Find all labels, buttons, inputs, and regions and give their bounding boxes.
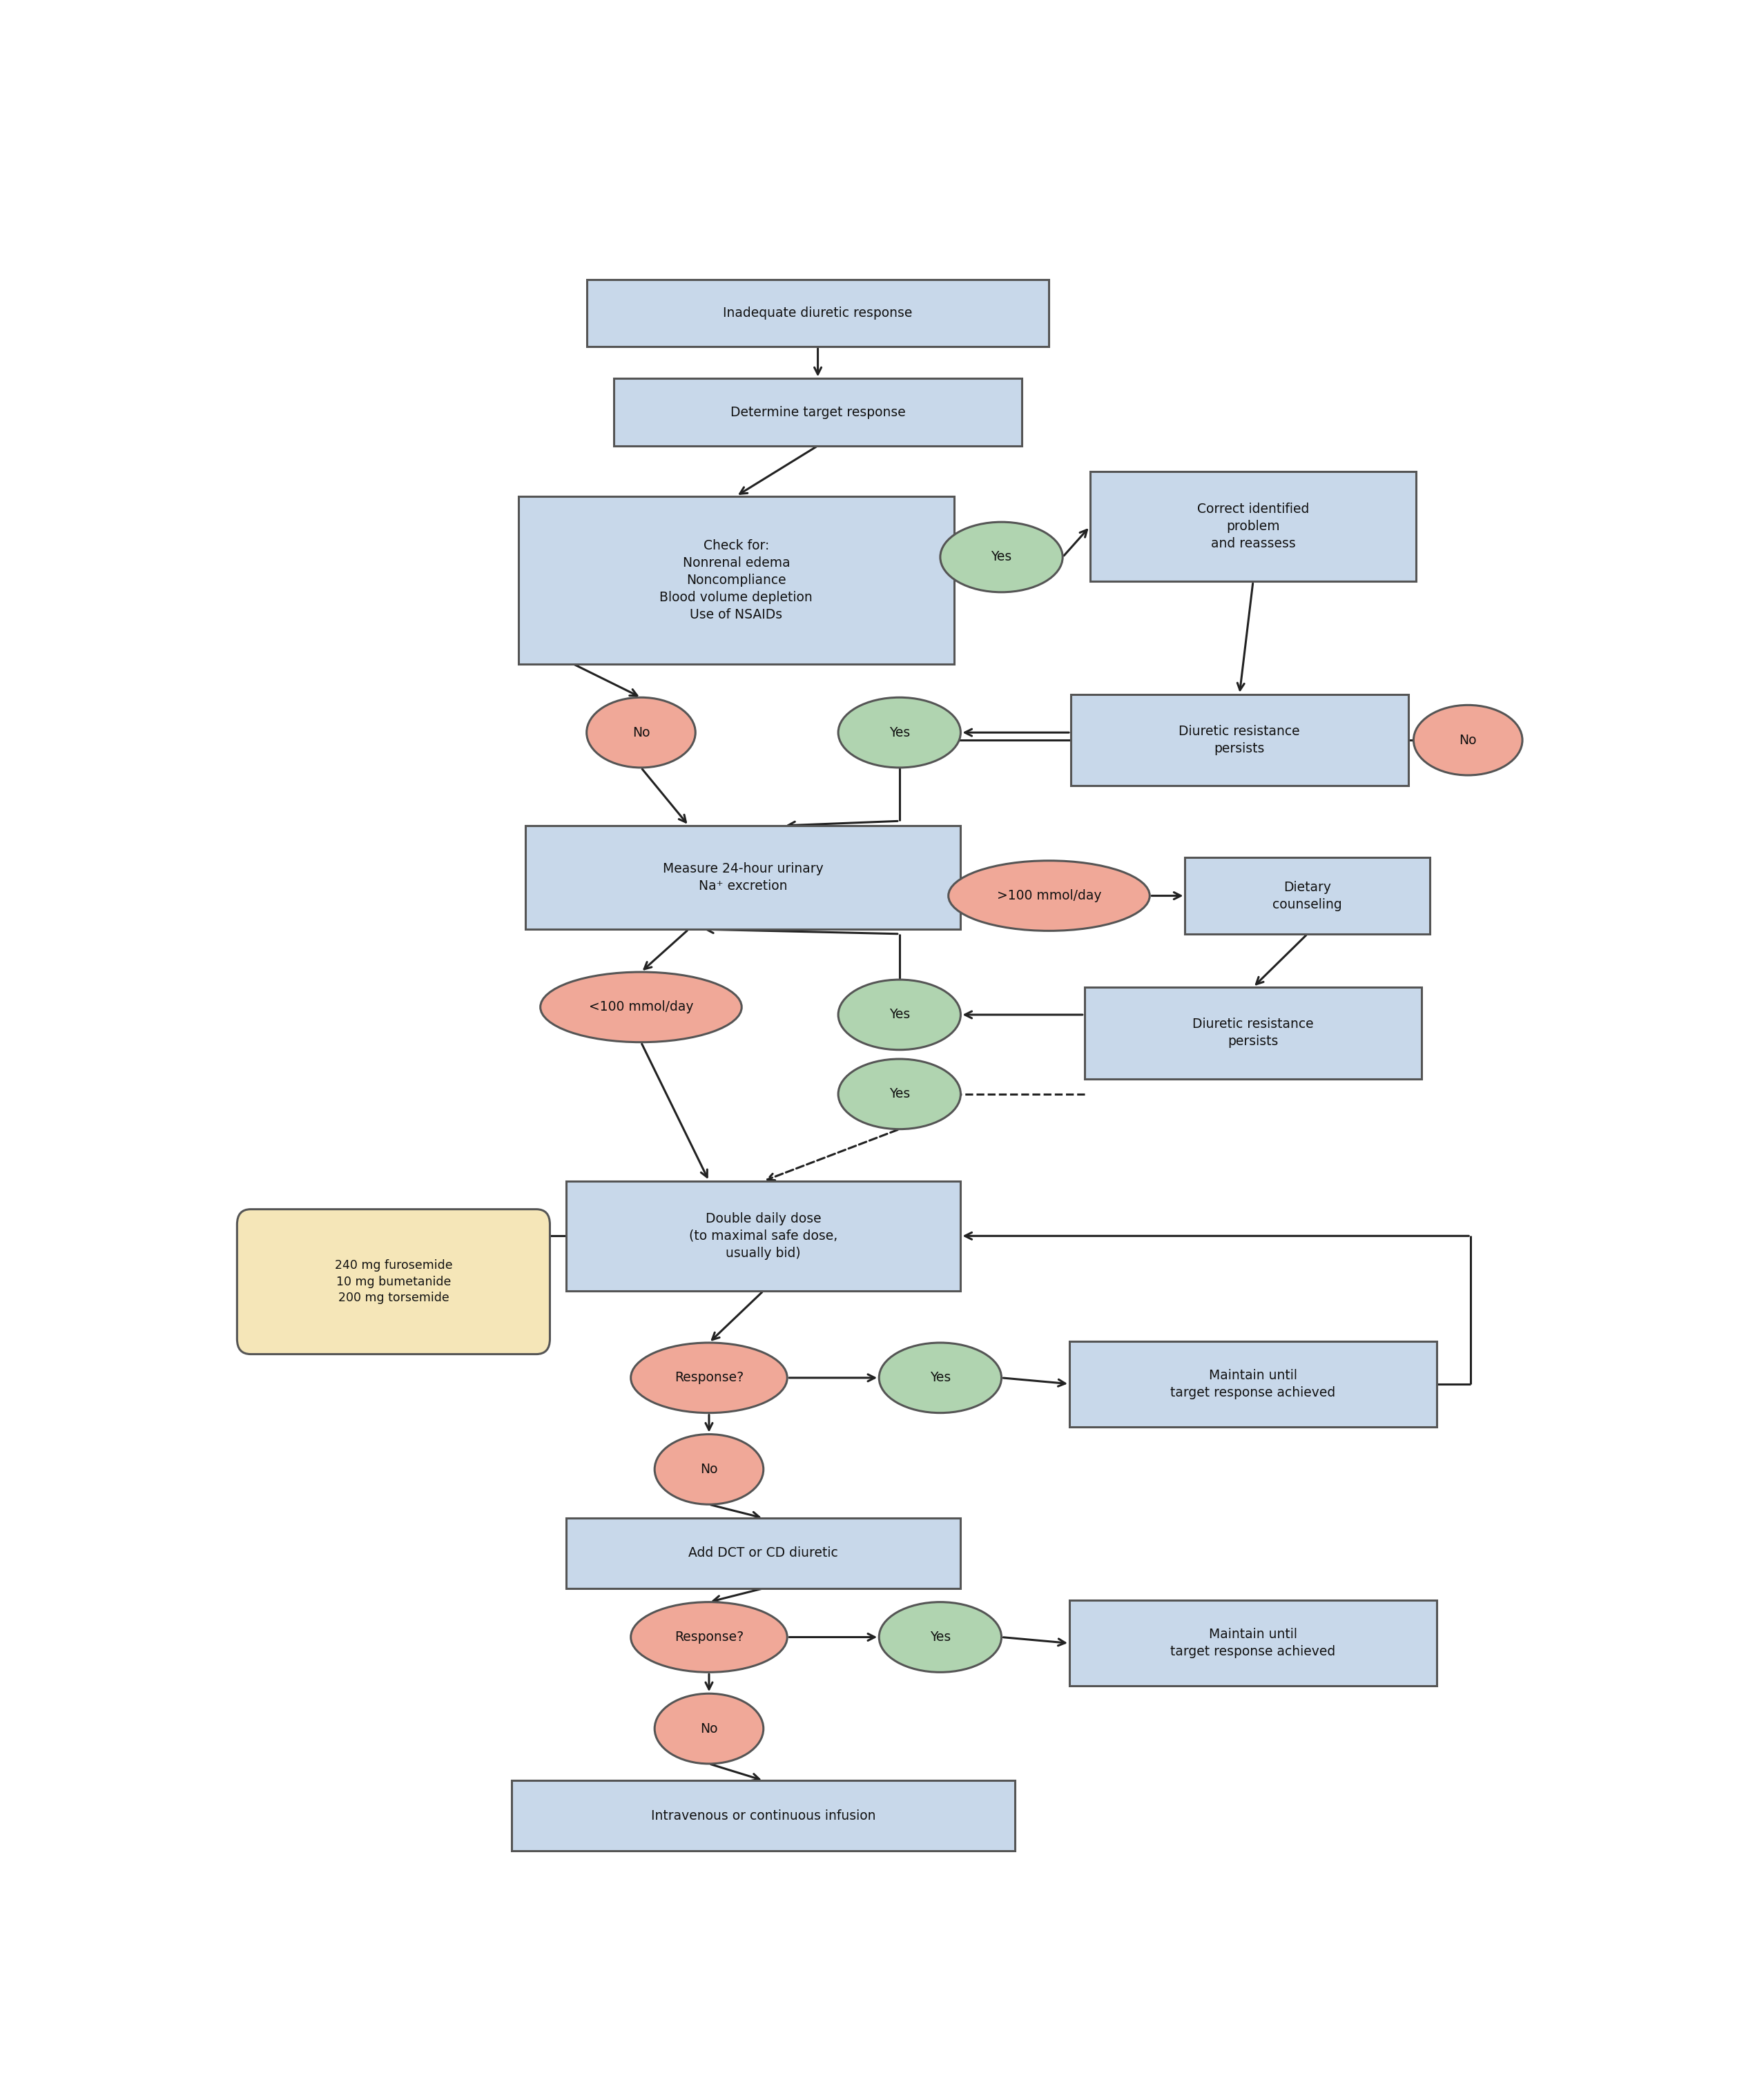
- FancyBboxPatch shape: [1069, 1600, 1437, 1686]
- Text: Measure 24-hour urinary
Na⁺ excretion: Measure 24-hour urinary Na⁺ excretion: [663, 863, 823, 892]
- Ellipse shape: [839, 697, 960, 769]
- Ellipse shape: [948, 861, 1150, 930]
- FancyBboxPatch shape: [1085, 987, 1422, 1079]
- Text: Add DCT or CD diuretic: Add DCT or CD diuretic: [688, 1548, 839, 1560]
- Text: Determine target response: Determine target response: [730, 405, 906, 418]
- Text: No: No: [632, 727, 649, 739]
- Text: Inadequate diuretic response: Inadequate diuretic response: [723, 307, 913, 319]
- Ellipse shape: [586, 697, 695, 769]
- Text: No: No: [700, 1464, 718, 1476]
- Ellipse shape: [541, 972, 742, 1042]
- Text: Yes: Yes: [890, 1088, 909, 1100]
- Text: Response?: Response?: [674, 1630, 744, 1644]
- Ellipse shape: [655, 1693, 763, 1764]
- FancyBboxPatch shape: [519, 496, 955, 664]
- Ellipse shape: [630, 1342, 788, 1413]
- Text: >100 mmol/day: >100 mmol/day: [997, 888, 1102, 903]
- Text: Diuretic resistance
persists: Diuretic resistance persists: [1192, 1018, 1314, 1048]
- FancyBboxPatch shape: [237, 1210, 549, 1354]
- Text: Intravenous or continuous infusion: Intravenous or continuous infusion: [651, 1808, 876, 1823]
- FancyBboxPatch shape: [586, 279, 1049, 346]
- Ellipse shape: [839, 1058, 960, 1130]
- FancyBboxPatch shape: [1069, 1342, 1437, 1426]
- FancyBboxPatch shape: [1071, 695, 1408, 785]
- FancyBboxPatch shape: [1185, 857, 1430, 934]
- Text: Yes: Yes: [930, 1630, 951, 1644]
- Text: Yes: Yes: [930, 1371, 951, 1384]
- Ellipse shape: [1413, 706, 1522, 775]
- Text: Yes: Yes: [890, 1008, 909, 1021]
- Ellipse shape: [630, 1602, 788, 1672]
- Text: Yes: Yes: [890, 727, 909, 739]
- Text: Maintain until
target response achieved: Maintain until target response achieved: [1171, 1628, 1336, 1659]
- Text: No: No: [1458, 733, 1476, 748]
- FancyBboxPatch shape: [1090, 472, 1416, 582]
- Ellipse shape: [941, 523, 1064, 592]
- FancyBboxPatch shape: [567, 1518, 960, 1588]
- FancyBboxPatch shape: [614, 378, 1021, 445]
- Ellipse shape: [655, 1434, 763, 1504]
- FancyBboxPatch shape: [567, 1180, 960, 1292]
- Text: Yes: Yes: [992, 550, 1013, 563]
- Text: <100 mmol/day: <100 mmol/day: [588, 1000, 693, 1014]
- Text: Response?: Response?: [674, 1371, 744, 1384]
- Text: Maintain until
target response achieved: Maintain until target response achieved: [1171, 1369, 1336, 1399]
- Text: Check for:
Nonrenal edema
Noncompliance
Blood volume depletion
Use of NSAIDs: Check for: Nonrenal edema Noncompliance …: [660, 540, 813, 622]
- Text: No: No: [700, 1722, 718, 1735]
- Text: Diuretic resistance
persists: Diuretic resistance persists: [1179, 724, 1300, 756]
- Ellipse shape: [839, 979, 960, 1050]
- FancyBboxPatch shape: [512, 1781, 1014, 1850]
- Ellipse shape: [879, 1602, 1002, 1672]
- FancyBboxPatch shape: [525, 825, 960, 930]
- Text: Dietary
counseling: Dietary counseling: [1272, 880, 1343, 911]
- Text: Correct identified
problem
and reassess: Correct identified problem and reassess: [1197, 502, 1309, 550]
- Text: Double daily dose
(to maximal safe dose,
usually bid): Double daily dose (to maximal safe dose,…: [690, 1212, 837, 1260]
- Ellipse shape: [879, 1342, 1002, 1413]
- Text: 240 mg furosemide
10 mg bumetanide
200 mg torsemide: 240 mg furosemide 10 mg bumetanide 200 m…: [335, 1260, 453, 1304]
